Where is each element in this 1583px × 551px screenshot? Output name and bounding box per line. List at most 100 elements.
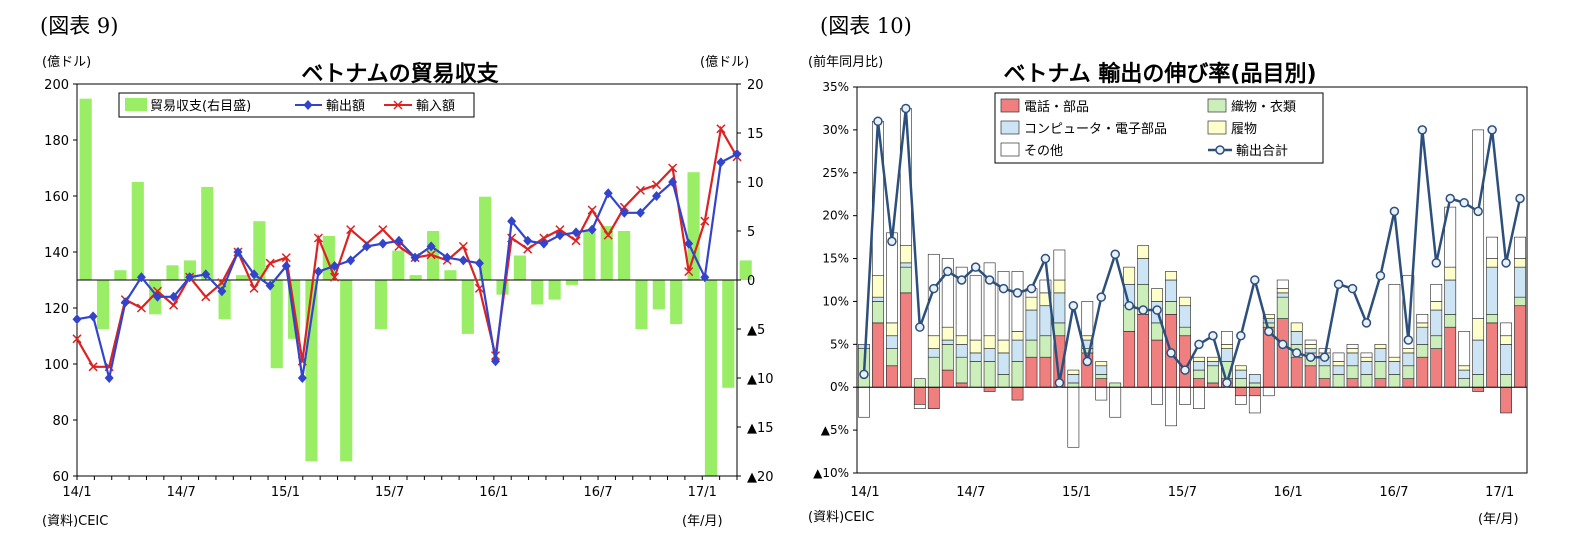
- balance-bar: [583, 231, 596, 280]
- export-point: [458, 255, 468, 266]
- export-point: [555, 230, 565, 241]
- import-point: [539, 233, 549, 243]
- chart1-left-unit: (億ドル): [42, 54, 91, 70]
- export-point: [313, 266, 323, 277]
- chart1-right-tick-label: 20: [747, 78, 764, 93]
- chart1-x-tick-label: 15/7: [375, 485, 404, 500]
- export-point: [169, 291, 179, 302]
- export-point: [652, 191, 662, 201]
- import-point: [378, 225, 388, 235]
- import-point: [684, 267, 694, 277]
- export-point: [330, 261, 340, 271]
- export-point: [700, 272, 710, 283]
- import-point: [265, 258, 275, 268]
- chart1-right-tick-label: 10: [747, 176, 764, 191]
- chart1-legend: 貿易収支(右目盛) 輸出額 輸入額: [118, 92, 475, 118]
- balance-bar: [704, 280, 718, 476]
- export-point: [426, 241, 436, 252]
- balance-bar: [253, 221, 266, 280]
- export-point: [684, 238, 694, 249]
- balance-bar: [79, 98, 92, 280]
- balance-bar: [548, 280, 561, 300]
- import-point: [587, 205, 597, 215]
- export-point: [88, 311, 98, 322]
- legend-import-marker: [393, 100, 403, 110]
- import-point: [458, 241, 468, 251]
- chart1-right-tick-label: ▲5: [747, 323, 765, 338]
- import-point: [346, 225, 356, 235]
- import-point: [651, 180, 662, 190]
- balance-bar: [374, 280, 388, 329]
- balance-bar: [131, 182, 144, 280]
- legend-export-label: 輸出額: [326, 99, 365, 114]
- balance-bar: [670, 280, 683, 325]
- chart1-x-tick-label: 17/1: [688, 485, 717, 500]
- chart1-left-tick-label: 60: [52, 470, 69, 485]
- export-point: [491, 356, 501, 367]
- export-point: [619, 207, 629, 218]
- export-point: [281, 261, 291, 271]
- import-point: [201, 292, 211, 302]
- export-point: [587, 224, 597, 235]
- export-point: [716, 157, 726, 168]
- import-point: [571, 236, 581, 246]
- import-point: [603, 230, 613, 240]
- balance-bar: [687, 172, 700, 280]
- export-point: [297, 373, 307, 383]
- export-point: [571, 227, 581, 238]
- balance-bar: [461, 280, 474, 334]
- legend-balance-swatch: [125, 98, 147, 111]
- import-point: [716, 124, 726, 134]
- import-point: [169, 300, 179, 310]
- chart1-right-unit: (億ドル): [700, 54, 749, 70]
- export-point: [523, 235, 533, 246]
- import-point: [523, 244, 533, 254]
- chart1-right-tick-label: ▲20: [747, 470, 774, 485]
- import-point: [136, 303, 146, 313]
- balance-bar: [531, 280, 544, 305]
- export-point: [104, 373, 114, 383]
- export-point: [732, 149, 742, 159]
- import-point: [281, 253, 291, 263]
- export-point: [410, 252, 420, 263]
- balance-bar: [618, 231, 631, 280]
- legend-balance-label: 貿易収支(右目盛): [150, 99, 251, 114]
- balance-bar: [114, 270, 127, 280]
- chart1-right-tick-label: ▲10: [747, 372, 774, 387]
- export-point: [346, 255, 356, 266]
- balance-bar: [479, 196, 492, 280]
- import-point: [330, 272, 340, 282]
- import-point: [555, 225, 565, 235]
- export-point: [152, 291, 162, 302]
- export-point: [72, 314, 82, 325]
- export-point: [394, 235, 404, 246]
- chart1-x-unit: (年/月): [682, 514, 723, 529]
- chart1-x-tick-label: 14/1: [62, 485, 91, 500]
- export-point: [185, 272, 195, 283]
- chart1-x-tick-label: 16/1: [479, 485, 508, 500]
- chart1-x-tick-label: 15/1: [271, 485, 300, 500]
- balance-bar: [305, 280, 318, 462]
- chart1-right-tick-label: 0: [747, 274, 755, 289]
- balance-bar: [513, 255, 526, 280]
- chart1-left-tick-label: 160: [44, 190, 69, 205]
- balance-bar: [444, 270, 457, 280]
- chart1-title: ベトナムの貿易収支: [301, 62, 499, 87]
- legend-import-label: 輸入額: [416, 99, 455, 114]
- balance-bar: [340, 280, 353, 462]
- export-point: [217, 286, 227, 297]
- export-point: [201, 269, 211, 280]
- export-point: [474, 258, 484, 269]
- balance-bar: [166, 265, 179, 280]
- balance-bar: [600, 226, 613, 280]
- export-point: [539, 238, 549, 249]
- export-point: [362, 241, 372, 252]
- chart1-x-tick-label: 16/7: [583, 485, 612, 500]
- import-point: [668, 163, 678, 173]
- balance-bar: [635, 280, 648, 329]
- chart1-right-tick-label: 5: [747, 225, 755, 240]
- import-point: [700, 216, 710, 226]
- import-point: [313, 233, 323, 243]
- import-point: [88, 362, 98, 372]
- chart1-x-tick-label: 14/7: [167, 485, 196, 500]
